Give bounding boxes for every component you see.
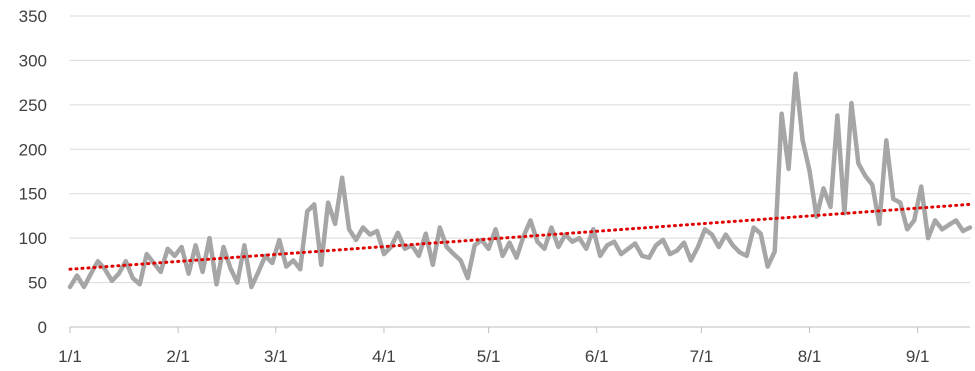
x-tick-label: 5/1 <box>477 347 501 366</box>
y-tick-label: 250 <box>19 96 47 115</box>
x-tick-label: 4/1 <box>372 347 396 366</box>
trendline <box>68 202 972 271</box>
x-tick-label: 8/1 <box>798 347 822 366</box>
x-tick-label: 2/1 <box>166 347 190 366</box>
y-tick-label: 300 <box>19 51 47 70</box>
x-tick-label: 6/1 <box>585 347 609 366</box>
x-axis-ticks: 1/1 2/1 3/1 4/1 5/1 6/1 7/1 8/1 9/1 <box>58 327 929 366</box>
x-tick-label: 7/1 <box>690 347 714 366</box>
x-tick-label: 9/1 <box>906 347 930 366</box>
x-tick-label: 3/1 <box>264 347 288 366</box>
x-tick-label: 1/1 <box>58 347 82 366</box>
y-axis-tick-labels: 0 50 100 150 200 250 300 350 <box>19 7 47 337</box>
y-tick-label: 200 <box>19 140 47 159</box>
y-tick-label: 350 <box>19 7 47 26</box>
y-tick-label: 0 <box>38 318 47 337</box>
y-tick-label: 100 <box>19 229 47 248</box>
y-tick-label: 150 <box>19 185 47 204</box>
y-tick-label: 50 <box>28 274 47 293</box>
series-group <box>67 71 973 290</box>
gridlines <box>70 15 970 284</box>
series-line <box>67 71 973 290</box>
